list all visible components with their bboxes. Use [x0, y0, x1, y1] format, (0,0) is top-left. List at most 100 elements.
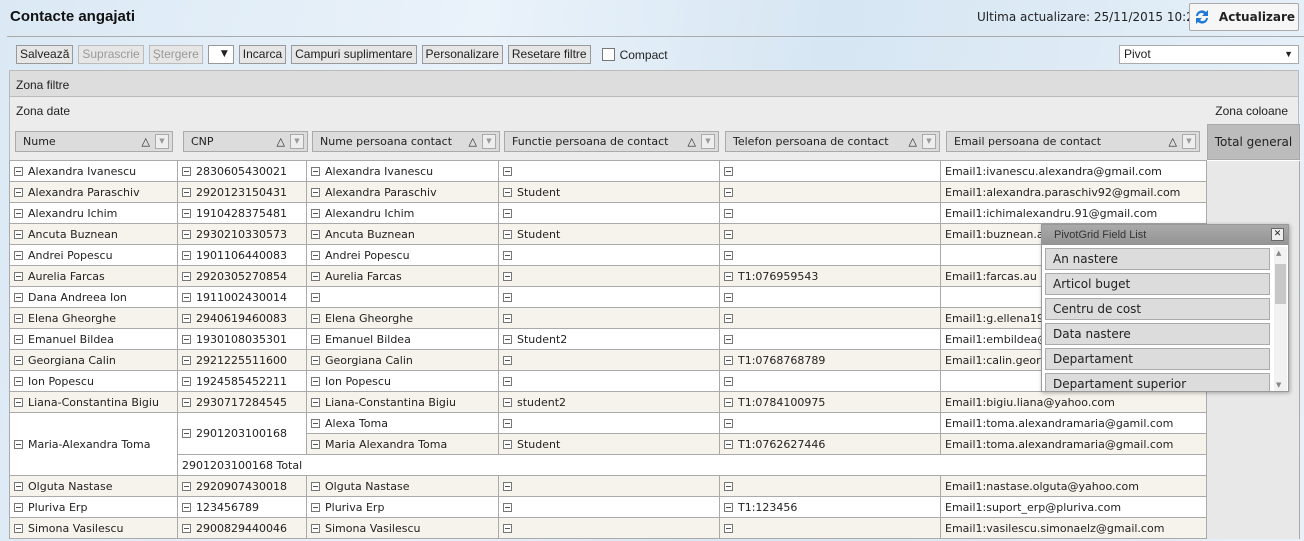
collapse-icon[interactable]	[311, 481, 320, 491]
collapse-icon[interactable]	[14, 481, 23, 491]
column-header[interactable]: Email persoana de contact △ ▼	[946, 131, 1200, 152]
collapse-icon[interactable]	[724, 187, 733, 197]
collapse-icon[interactable]	[724, 502, 733, 512]
collapse-icon[interactable]	[182, 429, 191, 438]
collapse-icon[interactable]	[182, 502, 191, 512]
collapse-icon[interactable]	[503, 376, 512, 386]
collapse-icon[interactable]	[182, 250, 191, 260]
collapse-icon[interactable]	[14, 166, 23, 176]
collapse-icon[interactable]	[182, 271, 191, 281]
customize-button[interactable]: Personalizare	[421, 45, 503, 64]
field-list-item[interactable]: Articol buget	[1045, 273, 1270, 295]
collapse-icon[interactable]	[503, 502, 512, 512]
collapse-icon[interactable]	[182, 376, 191, 386]
collapse-icon[interactable]	[182, 292, 191, 302]
collapse-icon[interactable]	[503, 418, 512, 428]
collapse-icon[interactable]	[724, 397, 733, 407]
collapse-icon[interactable]	[311, 355, 320, 365]
save-button[interactable]: Salvează	[16, 45, 74, 64]
collapse-icon[interactable]	[724, 208, 733, 218]
collapse-icon[interactable]	[311, 313, 320, 323]
column-header[interactable]: Telefon persoana de contact △ ▼	[725, 131, 940, 152]
collapse-icon[interactable]	[503, 523, 512, 533]
collapse-icon[interactable]	[311, 229, 320, 239]
collapse-icon[interactable]	[724, 229, 733, 239]
reset-filters-button[interactable]: Resetare filtre	[507, 45, 591, 64]
collapse-icon[interactable]	[724, 376, 733, 386]
collapse-icon[interactable]	[182, 334, 191, 344]
collapse-icon[interactable]	[311, 166, 320, 176]
sort-icon[interactable]: △	[468, 135, 477, 148]
collapse-icon[interactable]	[182, 208, 191, 218]
sort-icon[interactable]: △	[276, 135, 285, 148]
column-header[interactable]: Nume persoana contact △ ▼	[312, 131, 500, 152]
collapse-icon[interactable]	[182, 523, 191, 533]
collapse-icon[interactable]	[503, 271, 512, 281]
collapse-icon[interactable]	[182, 313, 191, 323]
collapse-icon[interactable]	[14, 334, 23, 344]
compact-checkbox[interactable]	[601, 48, 615, 61]
view-select[interactable]: Pivot ▼	[1119, 45, 1299, 64]
filter-dropdown-icon[interactable]: ▼	[701, 134, 715, 149]
refresh-button[interactable]: Actualizare	[1189, 3, 1299, 31]
collapse-icon[interactable]	[182, 481, 191, 491]
collapse-icon[interactable]	[14, 523, 23, 533]
sort-icon[interactable]: △	[687, 135, 696, 148]
collapse-icon[interactable]	[14, 292, 23, 302]
sort-icon[interactable]: △	[1168, 135, 1177, 148]
collapse-icon[interactable]	[724, 481, 733, 491]
collapse-icon[interactable]	[311, 250, 320, 260]
field-list-item[interactable]: Data nastere	[1045, 323, 1270, 345]
collapse-icon[interactable]	[503, 313, 512, 323]
field-list-title[interactable]: PivotGrid Field List	[1042, 225, 1288, 245]
filter-zone[interactable]: Zona filtre	[9, 70, 1299, 97]
layout-select[interactable]: ▼	[207, 45, 234, 64]
collapse-icon[interactable]	[724, 313, 733, 323]
collapse-icon[interactable]	[503, 292, 512, 302]
scroll-thumb[interactable]	[1275, 264, 1286, 304]
load-button[interactable]: Incarca	[238, 45, 287, 64]
collapse-icon[interactable]	[14, 355, 23, 365]
collapse-icon[interactable]	[14, 397, 23, 407]
collapse-icon[interactable]	[724, 334, 733, 344]
collapse-icon[interactable]	[182, 355, 191, 365]
collapse-icon[interactable]	[311, 502, 320, 512]
collapse-icon[interactable]	[724, 271, 733, 281]
filter-dropdown-icon[interactable]: ▼	[482, 134, 496, 149]
collapse-icon[interactable]	[503, 397, 512, 407]
field-list-scrollbar[interactable]: ▲ ▼	[1274, 247, 1287, 391]
collapse-icon[interactable]	[14, 439, 23, 449]
collapse-icon[interactable]	[14, 313, 23, 323]
field-list-item[interactable]: An nastere	[1045, 248, 1270, 270]
collapse-icon[interactable]	[14, 376, 23, 386]
collapse-icon[interactable]	[14, 502, 23, 512]
collapse-icon[interactable]	[724, 292, 733, 302]
sort-icon[interactable]: △	[141, 135, 150, 148]
collapse-icon[interactable]	[503, 481, 512, 491]
column-header[interactable]: Functie persoana de contact △ ▼	[504, 131, 719, 152]
close-icon[interactable]: ✕	[1271, 228, 1284, 241]
collapse-icon[interactable]	[311, 334, 320, 344]
collapse-icon[interactable]	[311, 418, 320, 428]
collapse-icon[interactable]	[311, 439, 320, 449]
field-list-item[interactable]: Centru de cost	[1045, 298, 1270, 320]
collapse-icon[interactable]	[182, 166, 191, 176]
filter-dropdown-icon[interactable]: ▼	[1182, 134, 1196, 149]
collapse-icon[interactable]	[311, 376, 320, 386]
collapse-icon[interactable]	[724, 418, 733, 428]
collapse-icon[interactable]	[503, 355, 512, 365]
field-list-item[interactable]: Departament superior	[1045, 373, 1270, 391]
collapse-icon[interactable]	[503, 250, 512, 260]
collapse-icon[interactable]	[311, 292, 320, 302]
column-header[interactable]: Nume △ ▼	[15, 131, 173, 152]
collapse-icon[interactable]	[14, 208, 23, 218]
collapse-icon[interactable]	[14, 187, 23, 197]
overwrite-button[interactable]: Suprascrie	[78, 45, 144, 64]
scroll-down-icon[interactable]: ▼	[1276, 381, 1282, 389]
collapse-icon[interactable]	[724, 523, 733, 533]
filter-dropdown-icon[interactable]: ▼	[922, 134, 936, 149]
collapse-icon[interactable]	[724, 166, 733, 176]
collapse-icon[interactable]	[311, 397, 320, 407]
collapse-icon[interactable]	[14, 271, 23, 281]
collapse-icon[interactable]	[503, 439, 512, 449]
